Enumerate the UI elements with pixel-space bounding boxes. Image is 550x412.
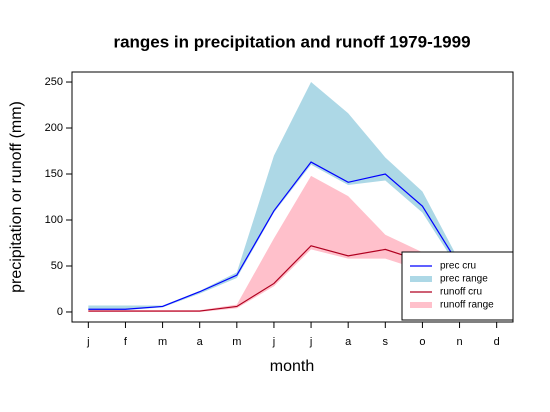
- x-axis-label: month: [270, 358, 314, 375]
- range-band: [88, 175, 497, 312]
- x-tick-label: f: [124, 336, 128, 348]
- x-tick-label: m: [158, 336, 167, 348]
- x-tick-label: j: [309, 336, 312, 348]
- series-line: [88, 161, 498, 310]
- x-tick-label: a: [345, 336, 352, 348]
- y-tick-label: 150: [45, 168, 63, 180]
- chart-title: ranges in precipitation and runoff 1979-…: [113, 32, 470, 51]
- legend-label: runoff cru: [440, 287, 482, 298]
- y-tick-label: 200: [45, 122, 63, 134]
- y-tick-label: 50: [51, 260, 63, 272]
- x-tick-label: m: [232, 336, 241, 348]
- legend-box: [401, 251, 514, 321]
- legend-label: prec range: [440, 274, 488, 285]
- y-axis-label: precipitation or runoff (mm): [8, 101, 25, 293]
- x-tick-label: j: [272, 336, 275, 348]
- x-tick-label: d: [494, 336, 500, 348]
- y-tick-label: 250: [45, 76, 63, 88]
- x-tick-label: j: [86, 336, 89, 348]
- legend: prec cru prec range runoff cru runoff range: [401, 251, 514, 321]
- x-tick-label: s: [383, 336, 389, 348]
- y-tick-label: 100: [45, 214, 63, 226]
- x-tick-label: n: [456, 336, 462, 348]
- x-tick-label: a: [197, 336, 204, 348]
- x-tick-label: o: [419, 336, 425, 348]
- plot-frame: [71, 71, 514, 323]
- range-band: [88, 82, 497, 311]
- legend-label: prec cru: [440, 261, 476, 272]
- y-tick-label: 0: [57, 306, 63, 318]
- legend-label: runoff range: [440, 300, 494, 311]
